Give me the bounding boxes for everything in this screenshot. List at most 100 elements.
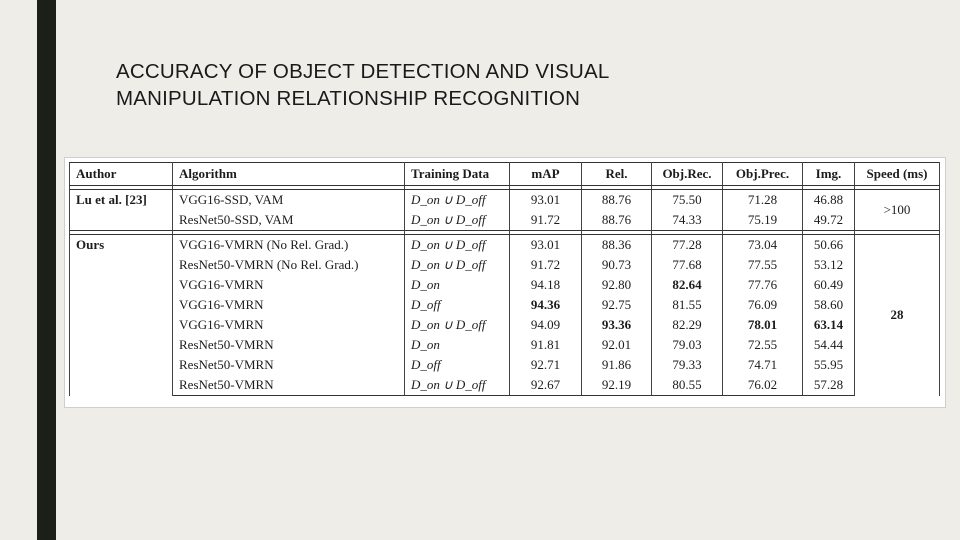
row-rel: 90.73 <box>581 255 652 275</box>
row-algorithm: VGG16-VMRN <box>172 295 405 315</box>
table-row: Lu et al. [23] VGG16-SSD, VAM D_on ∪ D_off… <box>69 189 940 231</box>
group-separator <box>69 230 940 235</box>
header-speed: Speed (ms) <box>854 162 940 186</box>
table-row: ResNet50-SSD, VAM D_on ∪ D_off 91.72 88.76 7… <box>70 210 940 231</box>
row-map: 91.81 <box>509 335 582 355</box>
row-map: 94.36 <box>509 295 582 315</box>
row-objrec: 77.28 <box>651 234 723 255</box>
row-objrec: 79.03 <box>651 335 723 355</box>
table-row: Ours VGG16-VMRN (No Rel. Grad.) D_on ∪ D_o… <box>69 234 940 396</box>
row-objrec: 82.64 <box>651 275 723 295</box>
row-objprec: 73.04 <box>722 234 803 255</box>
row-img: 55.95 <box>802 355 855 375</box>
header-obj-prec: Obj.Prec. <box>722 162 803 186</box>
slide-title-line-1: ACCURACY OF OBJECT DETECTION AND VISUAL <box>116 60 610 83</box>
table-row: ResNet50-VMRN D_on ∪ D_off 92.67 92.19 80.55… <box>70 375 940 396</box>
row-objprec: 75.19 <box>722 210 803 231</box>
row-algorithm: ResNet50-VMRN (No Rel. Grad.) <box>172 255 405 275</box>
slide-title-line-2: MANIPULATION RELATIONSHIP RECOGNITION <box>116 87 581 110</box>
row-training-data: D_on ∪ D_off <box>404 315 510 335</box>
row-img: 58.60 <box>802 295 855 315</box>
row-algorithm: VGG16-VMRN <box>172 315 405 335</box>
row-img: 54.44 <box>802 335 855 355</box>
row-training-data: D_on ∪ D_off <box>404 255 510 275</box>
row-objrec: 75.50 <box>651 189 723 210</box>
row-objrec: 80.55 <box>651 375 723 396</box>
row-algorithm: VGG16-SSD, VAM <box>172 189 405 210</box>
row-algorithm: VGG16-VMRN <box>172 275 405 295</box>
row-algorithm: ResNet50-SSD, VAM <box>172 210 405 231</box>
row-training-data: D_off <box>404 355 510 375</box>
row-training-data: D_on ∪ D_off <box>404 375 510 396</box>
row-rel: 91.86 <box>581 355 652 375</box>
row-objprec: 77.76 <box>722 275 803 295</box>
table-row: ResNet50-VMRN D_on 91.81 92.01 79.03 72.55 54.… <box>70 335 940 355</box>
row-img: 60.49 <box>802 275 855 295</box>
row-img: 53.12 <box>802 255 855 275</box>
slide-title: ACCURACY OF OBJECT DETECTION AND VISUAL … <box>116 58 609 112</box>
results-table-image: Author Algorithm Training Data mAP Rel. … <box>64 157 946 408</box>
table-row: VGG16-VMRN D_off 94.36 92.75 81.55 76.09 58.60 <box>70 295 940 315</box>
row-algorithm: ResNet50-VMRN <box>172 375 405 396</box>
row-author: Ours <box>69 234 173 396</box>
header-map: mAP <box>509 162 582 186</box>
row-map: 92.71 <box>509 355 582 375</box>
row-training-data: D_on ∪ D_off <box>404 210 510 231</box>
row-algorithm: ResNet50-VMRN <box>172 335 405 355</box>
row-objrec: 77.68 <box>651 255 723 275</box>
row-rel: 88.76 <box>581 210 652 231</box>
group-separator <box>69 185 940 190</box>
row-objprec: 76.02 <box>722 375 803 396</box>
row-objrec: 81.55 <box>651 295 723 315</box>
table-row: ResNet50-VMRN (No Rel. Grad.) D_on ∪ D_of… <box>70 255 940 275</box>
table-row: VGG16-VMRN D_on ∪ D_off 94.09 93.36 82.29 78.… <box>70 315 940 335</box>
row-map: 93.01 <box>509 189 582 210</box>
row-rel: 92.01 <box>581 335 652 355</box>
row-img: 46.88 <box>802 189 855 210</box>
row-training-data: D_on <box>404 335 510 355</box>
row-img: 50.66 <box>802 234 855 255</box>
row-objprec: 72.55 <box>722 335 803 355</box>
row-objrec: 74.33 <box>651 210 723 231</box>
row-img: 57.28 <box>802 375 855 396</box>
table-body: Lu et al. [23] VGG16-SSD, VAM D_on ∪ D_off… <box>69 185 940 396</box>
row-objprec: 78.01 <box>722 315 803 335</box>
row-author: Lu et al. [23] <box>69 189 173 231</box>
row-objrec: 79.33 <box>651 355 723 375</box>
row-rel: 92.19 <box>581 375 652 396</box>
row-img: 49.72 <box>802 210 855 231</box>
row-objprec: 76.09 <box>722 295 803 315</box>
row-rel: 88.76 <box>581 189 652 210</box>
header-author: Author <box>69 162 173 186</box>
row-algorithm: ResNet50-VMRN <box>172 355 405 375</box>
row-map: 92.67 <box>509 375 582 396</box>
row-objprec: 74.71 <box>722 355 803 375</box>
header-algorithm: Algorithm <box>172 162 405 186</box>
table-row: VGG16-VMRN D_on 94.18 92.80 82.64 77.76 60.49 <box>70 275 940 295</box>
row-speed: 28 <box>854 234 940 396</box>
row-algorithm: VGG16-VMRN (No Rel. Grad.) <box>172 234 405 255</box>
table-row: ResNet50-VMRN D_off 92.71 91.86 79.33 74.71 55… <box>70 355 940 375</box>
left-accent-bar <box>37 0 56 540</box>
row-map: 94.18 <box>509 275 582 295</box>
row-rel: 92.80 <box>581 275 652 295</box>
row-img: 63.14 <box>802 315 855 335</box>
row-objprec: 71.28 <box>722 189 803 210</box>
row-speed: >100 <box>854 189 940 231</box>
header-rel: Rel. <box>581 162 652 186</box>
row-objprec: 77.55 <box>722 255 803 275</box>
row-rel: 88.36 <box>581 234 652 255</box>
row-map: 93.01 <box>509 234 582 255</box>
row-map: 94.09 <box>509 315 582 335</box>
row-training-data: D_on ∪ D_off <box>404 234 510 255</box>
header-img: Img. <box>802 162 855 186</box>
row-rel: 93.36 <box>581 315 652 335</box>
row-training-data: D_on <box>404 275 510 295</box>
row-objrec: 82.29 <box>651 315 723 335</box>
row-rel: 92.75 <box>581 295 652 315</box>
header-obj-rec: Obj.Rec. <box>651 162 723 186</box>
header-training-data: Training Data <box>404 162 510 186</box>
table-header-row: Author Algorithm Training Data mAP Rel. … <box>69 162 940 186</box>
row-training-data: D_on ∪ D_off <box>404 189 510 210</box>
row-map: 91.72 <box>509 210 582 231</box>
